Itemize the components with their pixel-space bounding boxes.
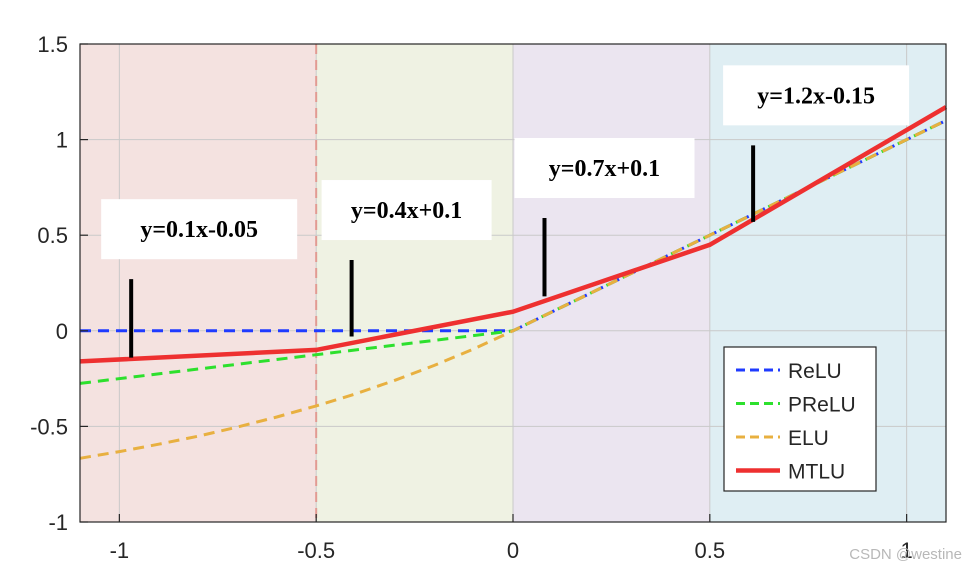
y-tick-label: -0.5 <box>30 414 68 439</box>
x-tick-label: -1 <box>110 538 130 563</box>
series-line-elu <box>79 119 947 460</box>
x-tick-label: -0.5 <box>297 538 335 563</box>
annotation-box <box>321 180 492 241</box>
region-2 <box>316 44 513 522</box>
y-tick-label: 1 <box>56 128 68 153</box>
x-tick-label: 0 <box>507 538 519 563</box>
annotation-boxes: y=0.1x-0.05 y=0.4x+0.1 y=0.7x+0.1 y=1.2x-0.… <box>101 65 910 260</box>
annotation-label: y=0.4x+0.1 <box>351 198 462 224</box>
y-tick-label: 0 <box>56 319 68 344</box>
legend-label-prelu: PReLU <box>788 394 856 417</box>
annotation-label: y=0.7x+0.1 <box>549 156 660 182</box>
annotation-label: y=0.1x-0.05 <box>140 217 258 243</box>
axes: -1 -0.5 0 0.5 1 -1 -0.5 0 0.5 1 1.5 <box>30 32 947 563</box>
series-line-mtlu <box>79 105 948 364</box>
legend-label-mtlu: MTLU <box>788 461 845 484</box>
watermark: CSDN @westine <box>849 546 962 563</box>
legend-label-relu: ReLU <box>788 360 842 383</box>
annotation-box <box>723 65 910 126</box>
y-tick-label: 0.5 <box>37 223 68 248</box>
x-tick-label: 0.5 <box>695 538 726 563</box>
annotation-pointers <box>129 145 756 358</box>
series-lines <box>79 105 948 460</box>
legend: ReLU PReLU ELU MTLU <box>723 346 877 492</box>
y-tick-label: -1 <box>48 510 68 535</box>
annotation-box <box>514 137 695 198</box>
x-tick-label: 1 <box>901 538 913 563</box>
legend-label-elu: ELU <box>788 427 829 450</box>
legend-box <box>723 346 877 492</box>
annotation-label: y=1.2x-0.15 <box>757 83 875 109</box>
y-tick-label: 1.5 <box>37 32 68 57</box>
region-1 <box>80 44 317 522</box>
annotation-box <box>101 199 298 260</box>
